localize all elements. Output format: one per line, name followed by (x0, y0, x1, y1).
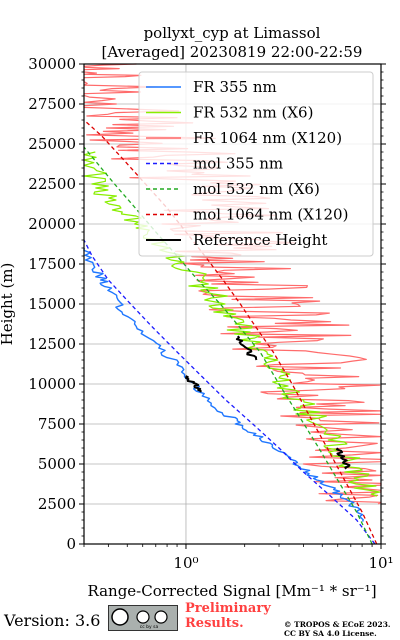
y-tick-label: 20000 (28, 215, 76, 233)
y-tick-label: 25000 (28, 135, 76, 153)
x-tick-label: 10¹ (368, 554, 393, 572)
series-line-fr-1064 (83, 63, 382, 505)
y-tick-label: 7500 (38, 415, 76, 433)
y-tick-label: 10000 (28, 375, 76, 393)
legend-label: mol 1064 nm (X120) (193, 206, 348, 224)
y-tick-label: 12500 (28, 335, 76, 353)
cc-license-badge[interactable]: cc by sa (108, 605, 178, 631)
y-tick-label: 5000 (38, 455, 76, 473)
version-label: Version: 3.6 (4, 611, 101, 630)
cc-text: cc by sa (140, 624, 159, 630)
legend-label: FR 355 nm (193, 78, 277, 96)
y-tick-label: 22500 (28, 175, 76, 193)
footer: Version: 3.6 cc by sa Preliminary Result… (0, 600, 400, 640)
y-tick-label: 2500 (38, 495, 76, 513)
preliminary-line1: Preliminary (185, 601, 271, 616)
legend: FR 355 nm FR 532 nm (X6) FR 1064 nm (X120)… (138, 71, 374, 257)
chart-title-line2: [Averaged] 20230819 22:00-22:59 (102, 43, 363, 61)
copyright-note: © TROPOS & ECoE 2023. CC BY SA 4.0 Licen… (284, 620, 391, 638)
x-axis-label: Range-Corrected Signal [Mm⁻¹ * sr⁻¹] (87, 582, 376, 600)
y-tick-label: 15000 (28, 295, 76, 313)
legend-label: mol 532 nm (X6) (193, 180, 320, 198)
y-tick-label: 30000 (28, 55, 76, 73)
cc-icon (111, 608, 129, 626)
sa-icon (154, 610, 168, 624)
legend-box (138, 71, 374, 257)
series-layer (83, 63, 382, 545)
series-line-fr-355 (83, 247, 364, 522)
legend-label: Reference Height (193, 231, 327, 249)
copyright-line2: CC BY SA 4.0 License. (284, 629, 377, 638)
y-tick-label: 17500 (28, 255, 76, 273)
legend-label: mol 355 nm (193, 155, 283, 173)
by-icon (136, 610, 150, 624)
x-tick-label: 10⁰ (173, 554, 198, 572)
y-tick-label: 27500 (28, 95, 76, 113)
legend-label: FR 532 nm (X6) (193, 104, 313, 122)
series-line-mol-1064 (83, 119, 378, 545)
chart-title-line1: pollyxt_cyp at Limassol (144, 24, 321, 42)
preliminary-line2: Results. (185, 616, 244, 631)
legend-label: FR 1064 nm (X120) (193, 129, 342, 147)
copyright-line1: © TROPOS & ECoE 2023. (284, 620, 391, 629)
series-line-mol-532 (83, 146, 373, 545)
y-axis-label: Height (m) (0, 263, 16, 346)
series-line-mol-355 (83, 239, 376, 545)
ticks (79, 63, 386, 549)
preliminary-results-note: Preliminary Results. (185, 601, 271, 631)
series-line-reference-height (336, 447, 351, 470)
chart: pollyxt_cyp at Limassol [Averaged] 20230… (0, 24, 394, 600)
y-tick-label: 0 (66, 535, 76, 553)
series-line-reference-height (185, 375, 202, 393)
series-line-reference-height (235, 335, 258, 361)
series-line-fr-532 (83, 151, 380, 497)
